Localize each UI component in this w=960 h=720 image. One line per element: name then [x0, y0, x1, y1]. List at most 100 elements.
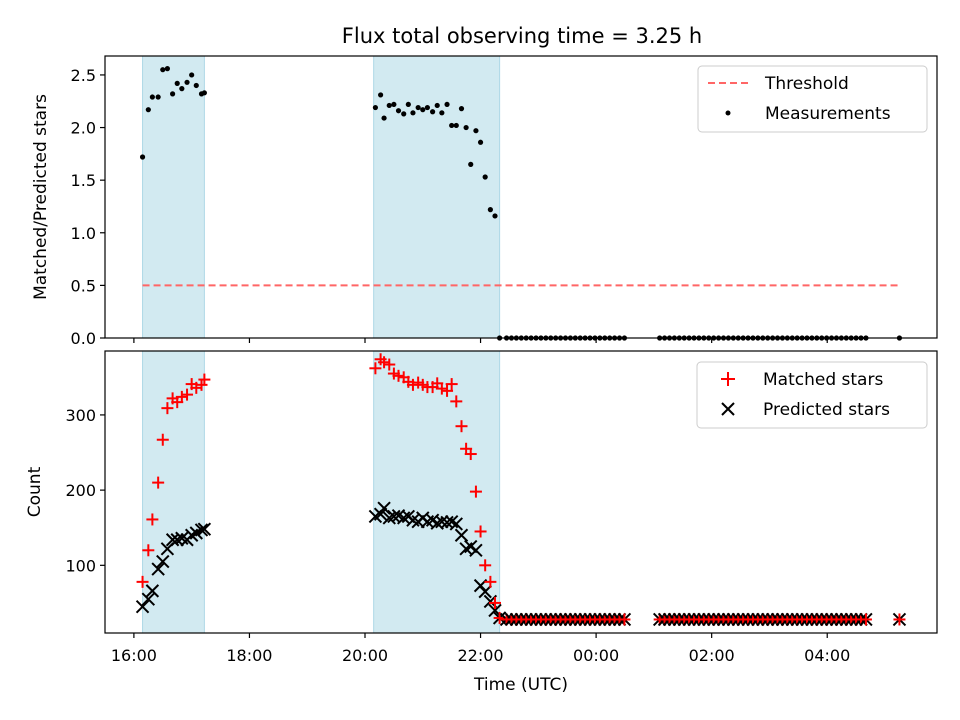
predicted-star-point	[377, 501, 391, 515]
top-ytick-label: 0.0	[71, 329, 96, 348]
bottom-ytick-label: 300	[65, 406, 96, 425]
measurement-point-zero	[819, 335, 825, 341]
measurement-point	[386, 102, 392, 109]
legend-predicted-swatch	[721, 402, 735, 416]
legend-bottom-box	[696, 361, 928, 429]
matched-star-point	[161, 402, 174, 415]
predicted-star-point	[449, 517, 463, 531]
measurement-point-zero	[706, 335, 712, 341]
measurement-point	[420, 107, 426, 113]
measurement-point-zero	[814, 335, 820, 341]
measurement-point-zero	[789, 335, 795, 341]
matched-star-point	[181, 388, 194, 401]
legend-predicted-label: Predicted stars	[763, 400, 890, 420]
predicted-star-point	[194, 523, 209, 537]
bottom-axes-frame	[104, 350, 938, 634]
predicted-star-point	[197, 522, 212, 536]
bottom-ytick-label: 200	[65, 481, 96, 500]
measurement-point	[149, 94, 155, 100]
measurement-point-zero	[824, 335, 830, 341]
measurement-point-zero	[577, 335, 583, 341]
matched-star-point	[435, 382, 448, 395]
measurement-point	[482, 174, 488, 180]
measurement-point-zero	[508, 335, 515, 341]
top-ytick-label: 2.0	[71, 119, 96, 138]
predicted-star-point	[469, 543, 483, 557]
measurement-point-zero	[607, 335, 613, 341]
measurement-point-zero	[572, 335, 578, 341]
measurement-point-zero	[750, 335, 756, 341]
measurement-point-zero	[666, 335, 673, 341]
matched-star-point	[378, 356, 391, 369]
measurement-point	[449, 122, 455, 129]
measurement-point-zero	[858, 335, 864, 341]
measurement-point-zero	[720, 335, 727, 341]
xtick-label: 22:00	[458, 646, 504, 665]
measurement-point	[391, 101, 397, 108]
measurement-point-zero	[587, 335, 593, 341]
matched-star-point	[489, 596, 501, 609]
measurement-point	[468, 161, 474, 167]
measurement-point	[395, 108, 402, 114]
measurement-point-zero	[848, 335, 854, 341]
legend-matched-label: Matched stars	[763, 370, 883, 390]
measurement-point	[174, 80, 180, 86]
measurement-point-zero	[828, 335, 835, 341]
measurement-point	[458, 106, 465, 112]
predicted-star-point	[478, 584, 492, 599]
x-axis-label: Time (UTC)	[473, 675, 568, 695]
measurement-point-zero	[553, 335, 559, 341]
matched-star-point	[479, 559, 492, 572]
measurement-point-zero	[711, 335, 717, 341]
bottom-panel: Count Time (UTC) 100 200 300 16:00 18:00 20:0…	[25, 350, 938, 695]
measurement-point-zero	[528, 335, 534, 341]
measurement-point-zero	[794, 335, 800, 341]
measurement-point	[139, 154, 146, 160]
measurement-point	[473, 128, 479, 134]
measurement-point-zero	[809, 335, 815, 341]
measurement-point-zero	[671, 335, 678, 341]
legend-measurements-swatch	[725, 110, 731, 116]
measurement-point	[179, 86, 185, 92]
matched-star-point	[450, 395, 463, 408]
measurement-point	[160, 67, 166, 73]
xtick-label: 16:00	[111, 646, 157, 665]
measurement-point-zero	[513, 335, 519, 341]
matched-star-point	[383, 358, 396, 371]
measurement-point-zero	[602, 335, 608, 341]
matched-star-point	[464, 448, 477, 461]
legend-bottom: Matched stars Predicted stars	[696, 361, 928, 429]
measurement-point-zero	[896, 335, 903, 341]
measurement-point	[381, 115, 387, 121]
measurement-point-zero	[616, 335, 623, 341]
measurement-point-zero	[833, 335, 840, 341]
matched-star-point	[175, 390, 188, 403]
measurement-point	[444, 101, 450, 108]
predicted-star-point	[145, 584, 160, 598]
measurement-point-zero	[740, 335, 746, 341]
measurement-point-zero	[804, 335, 810, 341]
measurement-point-zero	[755, 335, 761, 341]
legend-measurements-label: Measurements	[765, 104, 891, 124]
predicted-star-point	[141, 592, 156, 606]
matched-star-point	[136, 575, 149, 588]
xtick-label: 00:00	[573, 646, 619, 665]
measurement-point-zero	[843, 335, 849, 341]
matched-star-baseline	[893, 613, 906, 626]
measurement-point-zero	[518, 335, 524, 341]
measurement-point-zero	[765, 335, 771, 341]
measurement-point	[372, 104, 378, 111]
measurement-point-zero	[838, 335, 844, 341]
top-ytick-label: 1.0	[71, 224, 96, 243]
measurement-point-zero	[770, 335, 776, 341]
measurement-point-zero	[621, 335, 628, 341]
predicted-star-point	[454, 528, 469, 542]
measurement-point-zero	[597, 335, 603, 341]
matched-star-point	[469, 485, 482, 498]
measurement-point	[410, 110, 416, 116]
measurement-point	[164, 66, 170, 72]
measurement-point	[378, 92, 384, 98]
xtick-label: 20:00	[342, 646, 388, 665]
predicted-star-point	[435, 514, 449, 529]
measurement-point	[184, 79, 190, 85]
